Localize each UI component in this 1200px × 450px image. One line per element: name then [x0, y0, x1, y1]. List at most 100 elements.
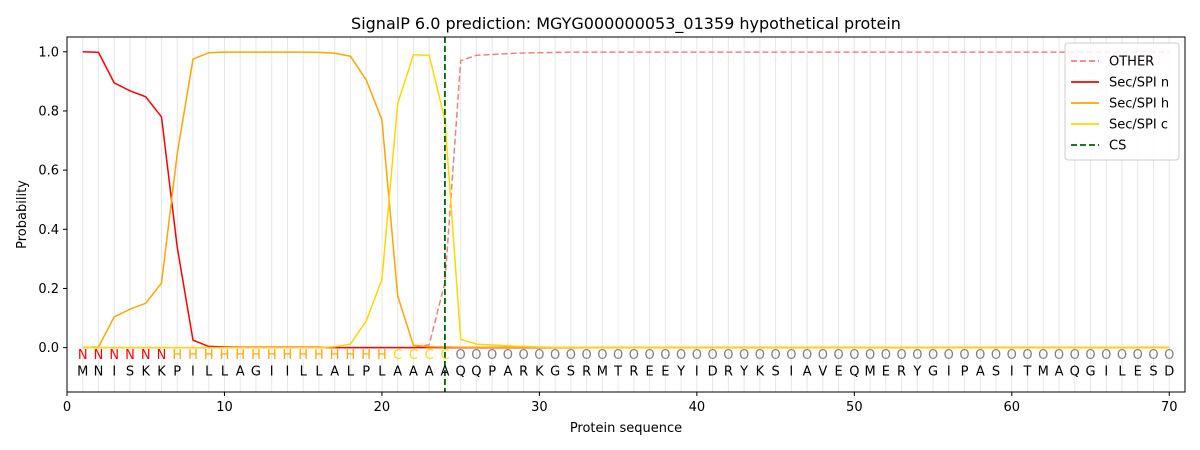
region-label: O	[975, 348, 985, 363]
residue-letter: Q	[1070, 365, 1080, 380]
region-label: O	[471, 348, 481, 363]
region-label: O	[613, 348, 623, 363]
residue-letter: T	[613, 365, 622, 380]
residue-letter: S	[567, 365, 575, 380]
region-label: O	[645, 348, 655, 363]
residue-letter: A	[393, 365, 402, 380]
region-label: O	[739, 348, 749, 363]
residue-letter: R	[629, 365, 638, 380]
residue-letter: S	[992, 365, 1000, 380]
region-label: O	[1148, 348, 1158, 363]
region-label: H	[267, 348, 277, 363]
region-label: O	[692, 348, 702, 363]
residue-letter: G	[550, 365, 560, 380]
region-label: H	[172, 348, 182, 363]
region-label: O	[912, 348, 922, 363]
residue-letter: G	[251, 365, 261, 380]
residue-letter: A	[503, 365, 512, 380]
residue-letter: Q	[456, 365, 466, 380]
residue-letter: Y	[912, 365, 921, 380]
legend-box	[1064, 42, 1180, 161]
region-label: O	[1133, 348, 1143, 363]
residue-letter: L	[378, 365, 386, 380]
residue-letter: L	[1118, 365, 1126, 380]
series-line-other	[82, 51, 1170, 349]
residue-letter: L	[205, 365, 213, 380]
residue-letter: P	[488, 365, 496, 380]
residue-letter: R	[519, 365, 528, 380]
region-label: O	[1022, 348, 1032, 363]
residue-letter: K	[141, 365, 150, 380]
region-label: O	[629, 348, 639, 363]
legend-entry: Sec/SPI h	[1109, 97, 1169, 112]
region-label: O	[550, 348, 560, 363]
region-label: O	[582, 348, 592, 363]
region-label: H	[298, 348, 308, 363]
legend-entry: OTHER	[1109, 55, 1154, 70]
region-label: O	[833, 348, 843, 363]
y-tick-label: 0.4	[38, 223, 59, 238]
region-label: O	[487, 348, 497, 363]
residue-letter: L	[221, 365, 229, 380]
region-label: O	[676, 348, 686, 363]
residue-letter: M	[1038, 365, 1049, 380]
residue-letter: S	[126, 365, 134, 380]
residue-letter: A	[409, 365, 418, 380]
region-label: N	[125, 348, 135, 363]
region-label: N	[109, 348, 119, 363]
region-label: O	[1054, 348, 1064, 363]
region-label: C	[440, 348, 449, 363]
legend-entry: CS	[1109, 139, 1126, 154]
region-label: O	[896, 348, 906, 363]
region-label: H	[283, 348, 293, 363]
region-label: N	[94, 348, 104, 363]
residue-letter: A	[236, 365, 245, 380]
residue-letter: N	[94, 365, 104, 380]
series-line-sec-spi-n	[82, 51, 1170, 349]
x-tick-label: 60	[1004, 400, 1021, 415]
residue-letter: Y	[739, 365, 748, 380]
axes: 0 10 20 30 40 50 60 70 0.0 0.2 0.4 0.6 0.8 1.0	[38, 45, 1177, 415]
region-label: H	[251, 348, 261, 363]
chart-title: SignalP 6.0 prediction: MGYG000000053_01…	[351, 14, 901, 34]
residue-letter: P	[362, 365, 370, 380]
residue-letter: I	[191, 365, 195, 380]
residue-letter: A	[330, 365, 339, 380]
residue-letter: A	[976, 365, 985, 380]
x-axis-title: Protein sequence	[570, 421, 682, 436]
region-label: O	[881, 348, 891, 363]
residue-letter: Q	[471, 365, 481, 380]
region-label: H	[204, 348, 214, 363]
region-label: H	[314, 348, 324, 363]
x-tick-label: 50	[846, 400, 863, 415]
region-label: O	[818, 348, 828, 363]
residue-letter: E	[882, 365, 890, 380]
region-label: N	[78, 348, 88, 363]
region-label: O	[959, 348, 969, 363]
residue-letter: S	[1149, 365, 1157, 380]
residue-letter: D	[708, 365, 718, 380]
residue-letter: G	[1085, 365, 1095, 380]
x-tick-label: 20	[374, 400, 391, 415]
region-label: O	[534, 348, 544, 363]
region-label: O	[566, 348, 576, 363]
grid-lines	[82, 37, 1170, 392]
residue-letter: I	[789, 365, 793, 380]
region-label: C	[409, 348, 418, 363]
region-label: O	[456, 348, 466, 363]
residue-letter: I	[1104, 365, 1108, 380]
residue-letter: A	[425, 365, 434, 380]
y-tick-label: 0.2	[38, 282, 59, 297]
residue-letter: V	[818, 365, 827, 380]
region-label: H	[361, 348, 371, 363]
region-label: O	[1038, 348, 1048, 363]
region-label: O	[1117, 348, 1127, 363]
region-label: O	[928, 348, 938, 363]
region-label: O	[1085, 348, 1095, 363]
residue-letter: R	[724, 365, 733, 380]
region-label: O	[849, 348, 859, 363]
x-tick-label: 40	[689, 400, 706, 415]
region-label: H	[188, 348, 198, 363]
region-label: H	[377, 348, 387, 363]
